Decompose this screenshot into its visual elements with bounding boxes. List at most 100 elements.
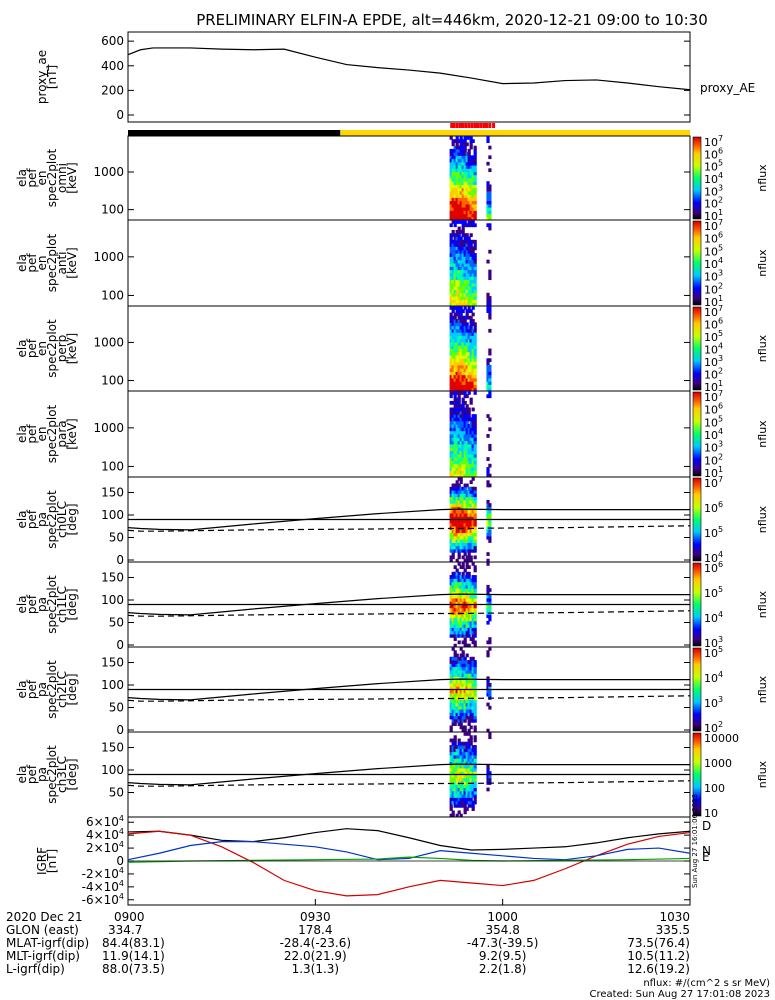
spectrogram-pixel (471, 748, 475, 753)
spectrogram-pixel (449, 430, 453, 435)
spectrogram-pixel (471, 223, 475, 228)
spectrogram-pixel (463, 771, 467, 775)
spectrogram-pixel (469, 767, 473, 772)
spectrogram-pixel (469, 705, 473, 710)
spectrogram-pixel (473, 718, 477, 723)
spectrogram-pixel (461, 289, 465, 294)
spectrogram-pixel (461, 233, 465, 238)
spectrogram-pixel (467, 738, 471, 743)
spectrogram-pixel (459, 450, 463, 455)
ephemeris-value: 1.3(1.3) (292, 962, 340, 976)
spectrogram-pixel (488, 506, 492, 511)
spectrogram-pixel (473, 161, 477, 166)
spectrogram-pixel (451, 371, 455, 376)
spectrogram-pixel (457, 539, 461, 543)
spectrogram-pixel (463, 400, 467, 405)
spectrogram-pixel (459, 171, 463, 176)
science-mark (470, 123, 474, 128)
spectrogram-pixel (449, 620, 453, 625)
spectrogram-pixel (455, 660, 459, 664)
spectrogram-pixel (463, 660, 467, 664)
spectrogram-pixel (449, 516, 453, 520)
spectrogram-pixel (488, 249, 492, 254)
spectrogram-pixel (465, 282, 469, 287)
spectrogram-pixel (449, 767, 453, 772)
spectrogram-pixel (451, 578, 455, 583)
spectrogram-pixel (455, 286, 459, 290)
anti-loss-cone-line (127, 695, 691, 702)
spectrogram-pixel (461, 197, 465, 202)
spectrogram-pixel (449, 656, 453, 661)
spectrogram-pixel (455, 480, 459, 485)
spectrogram-pixel (459, 263, 463, 267)
spectrogram-pixel (465, 142, 469, 147)
spectrogram-pixel (457, 355, 461, 359)
spectrogram-pixel (463, 797, 467, 802)
spectrogram-pixel (455, 512, 459, 517)
spectrogram-pixel (467, 588, 471, 592)
spectrogram-pixel (457, 512, 461, 517)
spectrogram-pixel (465, 692, 469, 697)
spectrogram-pixel (453, 777, 457, 782)
spectrogram-pixel (451, 440, 455, 445)
spectrogram-pixel (455, 152, 459, 156)
spectrogram-pixel (486, 194, 490, 198)
spectrogram-pixel (473, 430, 477, 435)
spectrogram-pixel (469, 424, 473, 428)
spectrogram-pixel (488, 184, 492, 189)
spectrogram-pixel (461, 774, 465, 779)
spectrogram-pixel (449, 539, 453, 543)
spectrogram-pixel (469, 588, 473, 592)
spectrogram-pixel (459, 256, 463, 261)
y-axis-label: [deg] (65, 674, 79, 706)
spectrogram-pixel (467, 253, 471, 257)
spectrogram-pixel (461, 263, 465, 267)
spectrogram-pixel (465, 709, 469, 713)
y-axis-label: [keV] (65, 333, 79, 364)
colorbar-label: 104 (704, 427, 723, 442)
spectrogram-pixel (465, 312, 469, 317)
spectrogram-pixel (449, 161, 453, 166)
spectrogram-pixel (453, 391, 457, 395)
spectrogram-pixel (449, 417, 453, 422)
spectrogram-pixel (461, 351, 465, 356)
spectrogram-pixel (471, 256, 475, 261)
spectrogram-pixel (451, 348, 455, 353)
spectrogram-pixel (461, 223, 465, 228)
spectrogram-pixel (451, 624, 455, 628)
spectrogram-pixel (455, 754, 459, 759)
spectrogram-pixel (461, 529, 465, 534)
ephemeris-value: -28.4(-23.6) (280, 936, 351, 950)
spectrogram-pixel (457, 722, 461, 726)
spectrogram-pixel (455, 181, 459, 185)
spectrogram-pixel (451, 787, 455, 792)
spectrogram-pixel (471, 767, 475, 772)
spectrogram-pixel (453, 243, 457, 247)
spectrogram-pixel (467, 669, 471, 674)
spectrogram-pixel (449, 794, 453, 798)
spectrogram-pixel (463, 161, 467, 166)
spectrogram-pixel (463, 190, 467, 195)
spectrogram-pixel (451, 407, 455, 412)
spectrogram-pixel (451, 542, 455, 547)
spectrogram-pixel (471, 239, 475, 244)
spectrogram-pixel (465, 427, 469, 432)
spectrogram-pixel (459, 447, 463, 452)
spectrogram-pixel (467, 575, 471, 579)
colorbar-label: 104 (704, 550, 723, 565)
spectrogram-pixel (449, 168, 453, 173)
spectrogram-pixel (467, 594, 471, 599)
spectrogram-pixel (449, 522, 453, 527)
spectrogram-pixel (473, 591, 477, 596)
spectrogram-pixel (449, 450, 453, 455)
spectrogram-pixel (457, 692, 461, 697)
spectrogram-pixel (467, 463, 471, 468)
y-axis-label: pef (25, 509, 39, 529)
science-mark (473, 123, 477, 128)
science-mark (452, 123, 456, 128)
spectrogram-pixel (488, 535, 492, 540)
spectrogram-pixel (459, 506, 463, 511)
spectrogram-pixel (461, 161, 465, 166)
spectrogram-pixel (467, 754, 471, 759)
spectrogram-pixel (465, 233, 469, 238)
